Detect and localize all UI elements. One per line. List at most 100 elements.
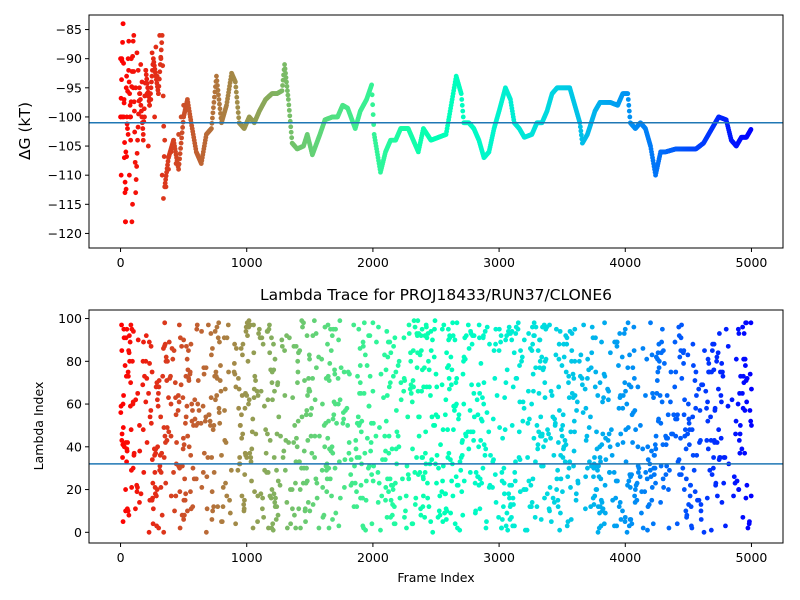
bottom-data-point — [377, 425, 382, 430]
bottom-data-point — [329, 493, 334, 499]
bottom-data-point — [223, 480, 228, 486]
top-data-point — [215, 87, 221, 93]
bottom-data-point — [154, 487, 160, 492]
bottom-data-point — [265, 397, 271, 403]
bottom-data-point — [271, 491, 277, 497]
bottom-data-point — [246, 401, 251, 407]
bottom-data-point — [557, 408, 562, 413]
bottom-data-point — [602, 482, 608, 488]
bottom-data-point — [454, 320, 460, 326]
bottom-data-point — [437, 493, 443, 499]
top-data-point — [140, 137, 146, 143]
bottom-data-point — [253, 431, 259, 437]
bottom-data-point — [255, 393, 261, 398]
bottom-data-point — [248, 459, 254, 465]
bottom-data-point — [236, 405, 242, 411]
bottom-data-point — [622, 380, 628, 386]
bottom-data-point — [246, 397, 252, 403]
bottom-data-point — [572, 358, 578, 364]
bottom-data-point — [462, 356, 468, 362]
bottom-data-point — [433, 412, 439, 418]
bottom-data-point — [592, 455, 597, 460]
bottom-data-point — [545, 427, 550, 433]
bottom-data-point — [427, 384, 432, 390]
bottom-data-point — [432, 423, 438, 428]
bottom-data-point — [175, 408, 181, 413]
bottom-data-point — [584, 433, 590, 439]
bottom-data-point — [303, 412, 309, 418]
top-data-point — [144, 76, 150, 82]
bottom-data-point — [714, 358, 720, 364]
bottom-data-point — [686, 416, 692, 422]
bottom-data-point — [534, 504, 540, 510]
bottom-data-point — [379, 493, 385, 499]
top-data-point — [158, 56, 164, 62]
bottom-data-point — [333, 326, 338, 332]
bottom-data-point — [355, 373, 360, 379]
top-data-point — [287, 113, 293, 119]
bottom-data-point — [352, 463, 357, 469]
bottom-data-point — [585, 465, 590, 471]
bottom-data-point — [453, 380, 459, 386]
bottom-data-point — [635, 444, 641, 450]
top-data-point — [130, 38, 136, 44]
top-data-point — [124, 73, 130, 79]
bottom-data-point — [423, 429, 429, 435]
bottom-data-point — [162, 320, 168, 326]
bottom-data-point — [281, 448, 287, 454]
bottom-data-point — [146, 529, 152, 535]
bottom-data-point — [629, 521, 635, 527]
bottom-data-point — [424, 335, 430, 341]
bottom-data-point — [164, 425, 170, 430]
bottom-data-point — [469, 341, 475, 347]
bottom-data-point — [571, 448, 577, 454]
bottom-data-point — [185, 433, 191, 439]
bottom-data-point — [744, 399, 750, 405]
bottom-data-point — [382, 433, 388, 439]
bottom-data-point — [703, 388, 709, 394]
bottom-data-point — [593, 369, 599, 375]
top-data-point — [214, 78, 220, 84]
bottom-data-point — [705, 446, 711, 452]
bottom-data-point — [634, 497, 640, 503]
bottom-data-point — [653, 446, 659, 452]
bottom-data-point — [466, 446, 472, 452]
bottom-data-point — [478, 361, 484, 366]
bottom-data-point — [137, 423, 142, 428]
bottom-data-point — [531, 320, 537, 326]
bottom-data-point — [659, 326, 665, 332]
bottom-data-point — [128, 427, 134, 433]
bottom-data-point — [473, 470, 479, 475]
bottom-data-point — [388, 350, 394, 356]
bottom-data-point — [292, 423, 298, 428]
top-data-point — [168, 149, 174, 155]
bottom-data-point — [251, 395, 257, 401]
top-data-point — [460, 114, 466, 120]
bottom-data-point — [275, 380, 281, 386]
bottom-data-point — [667, 467, 672, 473]
bottom-data-point — [723, 326, 729, 332]
bottom-data-point — [547, 508, 552, 514]
bottom-data-point — [573, 491, 579, 497]
top-data-point — [135, 137, 140, 143]
bottom-x-tick-label: 5000 — [736, 550, 768, 565]
bottom-data-point — [400, 476, 405, 482]
bottom-data-point — [532, 333, 537, 339]
bottom-data-point — [392, 480, 398, 486]
bottom-data-point — [162, 341, 168, 347]
bottom-data-point — [454, 401, 459, 407]
bottom-data-point — [474, 397, 480, 403]
bottom-data-point — [565, 474, 571, 480]
bottom-data-point — [357, 380, 363, 386]
bottom-data-point — [542, 495, 547, 501]
bottom-data-point — [406, 331, 412, 336]
bottom-data-point — [475, 382, 481, 388]
bottom-data-point — [503, 380, 509, 386]
bottom-data-point — [251, 350, 257, 356]
bottom-data-point — [586, 425, 592, 430]
bottom-data-point — [233, 346, 239, 351]
bottom-data-point — [480, 465, 486, 471]
bottom-data-point — [241, 506, 247, 512]
bottom-data-point — [582, 506, 588, 512]
bottom-data-point — [161, 529, 167, 535]
